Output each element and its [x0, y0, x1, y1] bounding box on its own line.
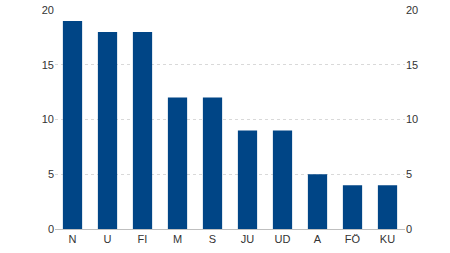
svg-text:0: 0	[406, 223, 412, 235]
svg-text:20: 20	[42, 4, 54, 16]
svg-text:M: M	[173, 233, 182, 245]
svg-text:0: 0	[48, 223, 54, 235]
svg-text:10: 10	[42, 113, 54, 125]
svg-text:15: 15	[42, 59, 54, 71]
svg-text:FÖ: FÖ	[345, 233, 361, 245]
svg-text:KU: KU	[380, 233, 395, 245]
svg-text:15: 15	[406, 59, 418, 71]
svg-text:UD: UD	[275, 233, 291, 245]
svg-text:20: 20	[406, 4, 418, 16]
svg-text:10: 10	[406, 113, 418, 125]
svg-text:5: 5	[48, 168, 54, 180]
svg-text:5: 5	[406, 168, 412, 180]
svg-text:U: U	[104, 233, 112, 245]
svg-text:JU: JU	[241, 233, 255, 245]
svg-text:A: A	[314, 233, 322, 245]
svg-text:N: N	[69, 233, 77, 245]
svg-text:FI: FI	[138, 233, 148, 245]
svg-text:S: S	[209, 233, 216, 245]
